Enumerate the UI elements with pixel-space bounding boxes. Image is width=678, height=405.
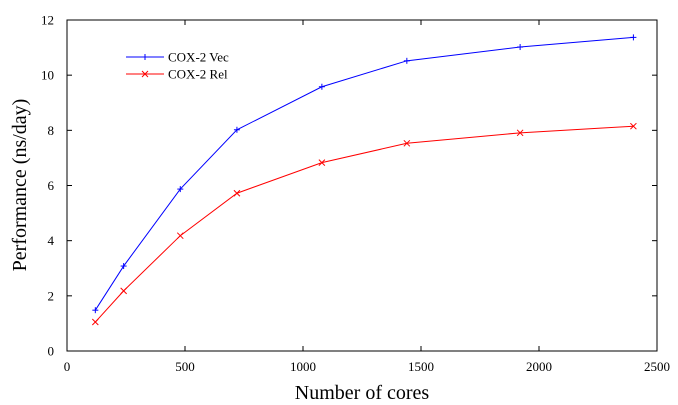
series-line-2	[94, 125, 634, 323]
legend-marker	[141, 70, 149, 78]
x-tick-label: 1500	[408, 359, 434, 374]
y-tick-label: 2	[48, 288, 55, 303]
x-tick-label: 2500	[644, 359, 670, 374]
y-tick-label: 10	[41, 68, 54, 83]
data-point	[92, 307, 99, 314]
data-point	[120, 263, 127, 270]
data-point	[318, 159, 326, 166]
x-axis-title: Number of cores	[295, 382, 430, 404]
plot-frame	[66, 19, 658, 352]
data-point	[318, 83, 325, 90]
legend-label: COX-2 Vec	[168, 50, 229, 65]
series-line-1	[94, 36, 634, 311]
data-point	[176, 232, 184, 240]
x-tick-label: 0	[64, 359, 71, 374]
data-point	[403, 139, 411, 147]
legend-marker	[142, 54, 148, 60]
legend: COX-2 Vec COX-2 Rel	[126, 50, 229, 82]
data-point	[403, 57, 410, 64]
axis-ticks: 0 500 1000 1500 2000 2500 0 2 4 6 8 10 12	[41, 13, 670, 375]
y-tick-label: 0	[48, 344, 55, 359]
y-tick-label: 6	[48, 178, 55, 193]
data-point	[177, 186, 184, 193]
x-tick-label: 1000	[290, 359, 316, 374]
y-tick-label: 8	[48, 123, 55, 138]
data-point	[516, 129, 524, 137]
data-point	[517, 44, 524, 51]
x-tick-label: 500	[175, 359, 195, 374]
data-point	[630, 34, 637, 41]
data-series	[91, 34, 637, 326]
y-tick-label: 12	[41, 13, 54, 28]
data-point	[630, 122, 637, 130]
data-point	[91, 318, 99, 326]
y-tick-label: 4	[48, 233, 55, 248]
x-tick-label: 2000	[526, 359, 552, 374]
legend-label: COX-2 Rel	[168, 67, 228, 82]
y-axis-title: Performance (ns/day)	[9, 99, 31, 272]
data-point	[120, 287, 127, 295]
data-point	[233, 189, 241, 197]
data-point	[233, 126, 240, 133]
